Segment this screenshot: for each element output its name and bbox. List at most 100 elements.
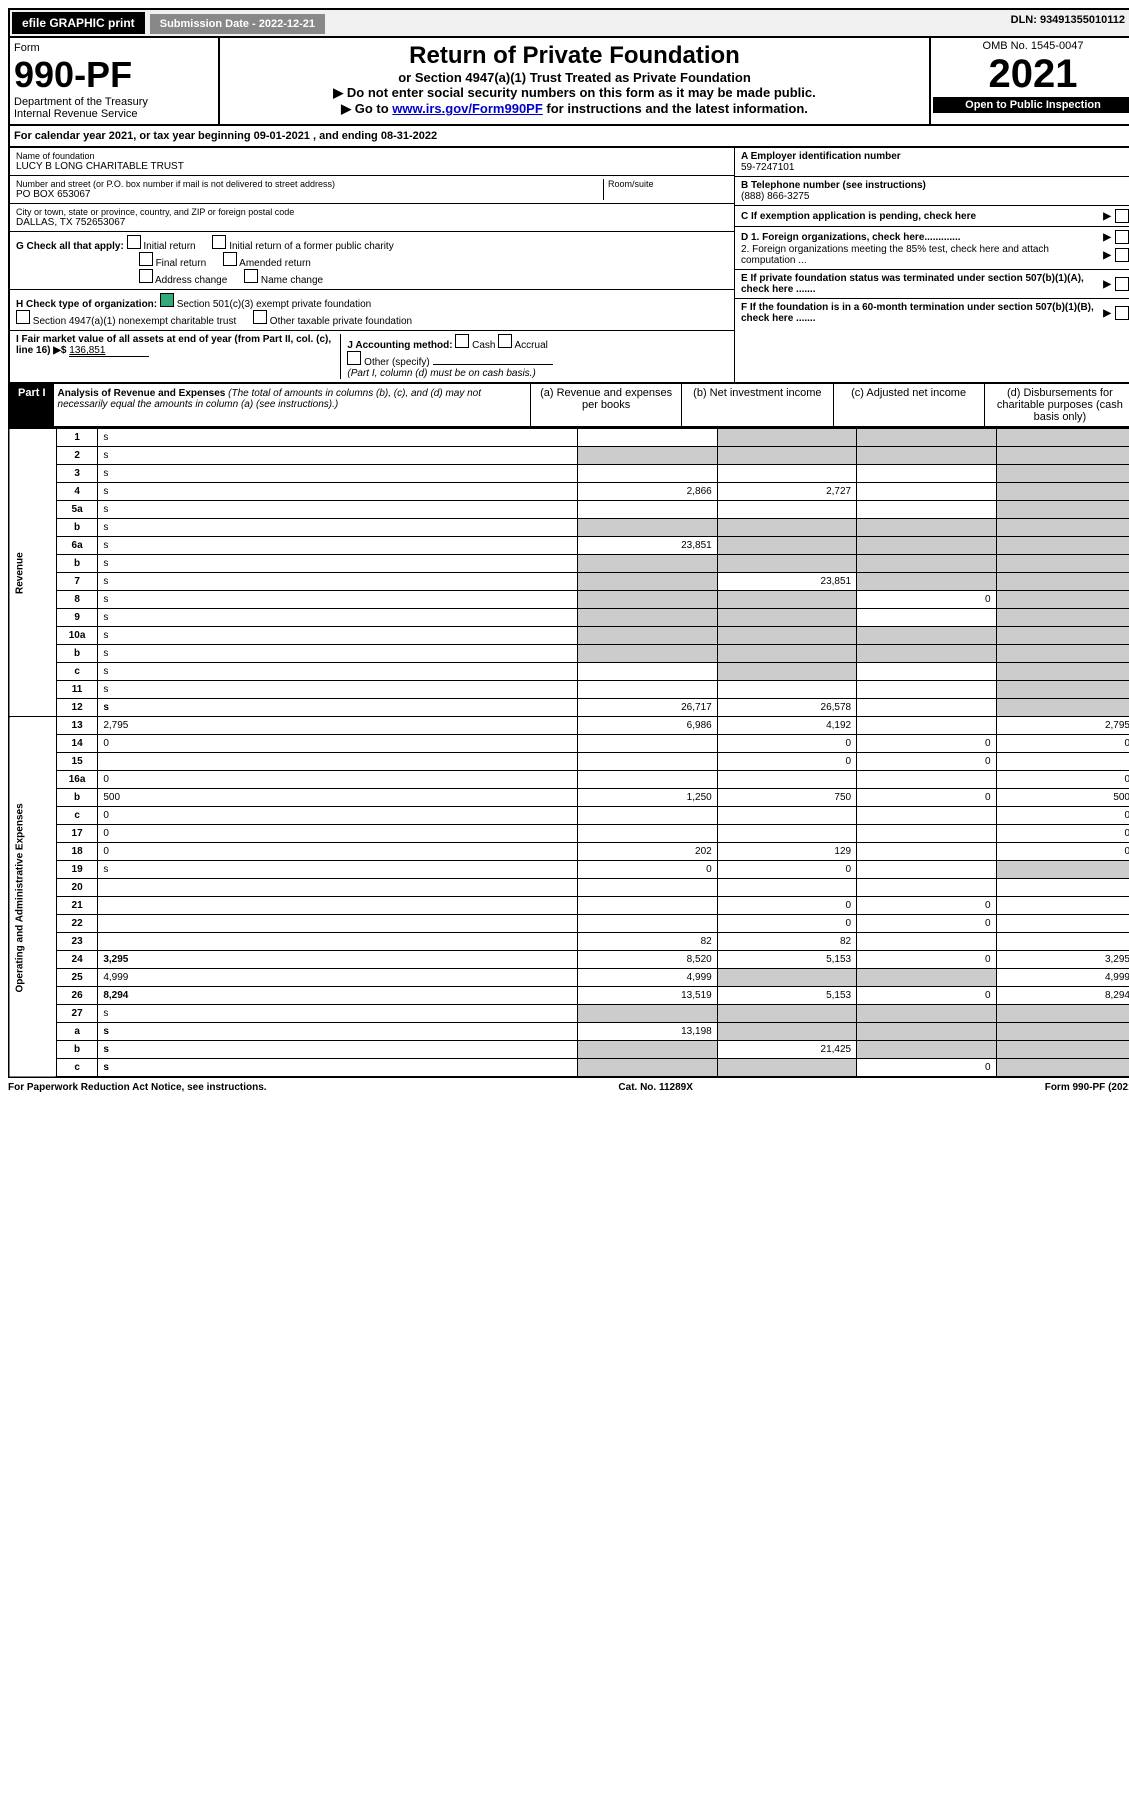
j-other: Other (specify) bbox=[364, 357, 430, 368]
line-number: 5a bbox=[56, 501, 98, 519]
table-row: cs0 bbox=[9, 1059, 1129, 1078]
h-opt-3: Other taxable private foundation bbox=[270, 316, 412, 327]
line-description: s bbox=[98, 519, 578, 537]
line-description: s bbox=[98, 681, 578, 699]
efile-print-button[interactable]: efile GRAPHIC print bbox=[12, 12, 145, 34]
c-label: C If exemption application is pending, c… bbox=[741, 211, 1099, 222]
line-description: 0 bbox=[98, 843, 578, 861]
g-opt-0: Initial return bbox=[143, 241, 195, 252]
h-opt-1: Section 501(c)(3) exempt private foundat… bbox=[177, 299, 372, 310]
cell-c: 0 bbox=[857, 591, 996, 609]
cell-d bbox=[996, 645, 1129, 663]
cell-d: 0 bbox=[996, 843, 1129, 861]
col-a-header: (a) Revenue and expenses per books bbox=[530, 384, 681, 426]
cell-a bbox=[578, 1059, 717, 1078]
line-description: s bbox=[98, 537, 578, 555]
line-number: 17 bbox=[56, 825, 98, 843]
d1-label: D 1. Foreign organizations, check here..… bbox=[741, 232, 1099, 243]
checkbox-f[interactable] bbox=[1115, 306, 1129, 320]
checkbox-e[interactable] bbox=[1115, 277, 1129, 291]
checkbox-c[interactable] bbox=[1115, 209, 1129, 223]
cell-a: 1,250 bbox=[578, 789, 717, 807]
checkbox-other-taxable[interactable] bbox=[253, 310, 267, 324]
checkbox-accrual[interactable] bbox=[498, 334, 512, 348]
cell-d bbox=[996, 501, 1129, 519]
cell-b: 129 bbox=[717, 843, 856, 861]
cell-a bbox=[578, 501, 717, 519]
line-description: s bbox=[98, 699, 578, 717]
cell-b: 750 bbox=[717, 789, 856, 807]
line-number: b bbox=[56, 1041, 98, 1059]
line-description: s bbox=[98, 663, 578, 681]
top-bar: efile GRAPHIC print Submission Date - 20… bbox=[8, 8, 1129, 38]
table-row: 254,9994,9994,999 bbox=[9, 969, 1129, 987]
cell-c bbox=[857, 879, 996, 897]
line-description bbox=[98, 753, 578, 771]
cell-d bbox=[996, 1059, 1129, 1078]
checkbox-d1[interactable] bbox=[1115, 230, 1129, 244]
line-description: s bbox=[98, 1023, 578, 1041]
line-description bbox=[98, 915, 578, 933]
line-number: 1 bbox=[56, 429, 98, 447]
checkbox-cash[interactable] bbox=[455, 334, 469, 348]
cell-c bbox=[857, 627, 996, 645]
g-opt-4: Address change bbox=[155, 275, 227, 286]
cal-mid: , and ending bbox=[310, 130, 381, 142]
checkbox-amended[interactable] bbox=[223, 252, 237, 266]
cell-b bbox=[717, 519, 856, 537]
cell-a bbox=[578, 555, 717, 573]
line-number: 15 bbox=[56, 753, 98, 771]
checkbox-501c3[interactable] bbox=[160, 293, 174, 307]
checkbox-4947[interactable] bbox=[16, 310, 30, 324]
cell-d bbox=[996, 663, 1129, 681]
part1-table: Revenue1s2s3s4s2,8662,7275asbs6as23,851b… bbox=[8, 428, 1129, 1078]
line-number: 22 bbox=[56, 915, 98, 933]
cell-c bbox=[857, 429, 996, 447]
open-public: Open to Public Inspection bbox=[933, 97, 1129, 113]
line-description: s bbox=[98, 447, 578, 465]
checkbox-d2[interactable] bbox=[1115, 248, 1129, 262]
irs-link[interactable]: www.irs.gov/Form990PF bbox=[392, 101, 543, 116]
table-row: bs bbox=[9, 519, 1129, 537]
cell-b bbox=[717, 429, 856, 447]
cell-a: 202 bbox=[578, 843, 717, 861]
cal-pre: For calendar year 2021, or tax year begi… bbox=[14, 130, 254, 142]
cell-c: 0 bbox=[857, 987, 996, 1005]
cell-c bbox=[857, 465, 996, 483]
checkbox-initial-return[interactable] bbox=[127, 235, 141, 249]
line-description: 0 bbox=[98, 825, 578, 843]
checkbox-final-return[interactable] bbox=[139, 252, 153, 266]
table-row: bs bbox=[9, 645, 1129, 663]
line-description: s bbox=[98, 591, 578, 609]
cell-c bbox=[857, 519, 996, 537]
side-label-revenue: Revenue bbox=[9, 429, 56, 717]
cell-b: 82 bbox=[717, 933, 856, 951]
table-row: 2s bbox=[9, 447, 1129, 465]
part1-title-wrap: Analysis of Revenue and Expenses (The to… bbox=[54, 384, 530, 426]
foundation-name: LUCY B LONG CHARITABLE TRUST bbox=[16, 161, 728, 172]
cell-b bbox=[717, 969, 856, 987]
line-description: s bbox=[98, 573, 578, 591]
footer-mid: Cat. No. 11289X bbox=[618, 1082, 692, 1093]
cell-b bbox=[717, 465, 856, 483]
j-cash: Cash bbox=[472, 340, 495, 351]
cell-c bbox=[857, 771, 996, 789]
table-row: 10as bbox=[9, 627, 1129, 645]
cell-a bbox=[578, 825, 717, 843]
cell-d: 0 bbox=[996, 771, 1129, 789]
checkbox-initial-former[interactable] bbox=[212, 235, 226, 249]
cell-a: 0 bbox=[578, 861, 717, 879]
table-row: 2200 bbox=[9, 915, 1129, 933]
j-label: J Accounting method: bbox=[347, 340, 452, 351]
cell-b bbox=[717, 771, 856, 789]
line-description: s bbox=[98, 1005, 578, 1023]
checkbox-other-acct[interactable] bbox=[347, 351, 361, 365]
checkbox-name-change[interactable] bbox=[244, 269, 258, 283]
form-title: Return of Private Foundation bbox=[224, 42, 925, 70]
line-number: c bbox=[56, 1059, 98, 1078]
header-left: Form 990-PF Department of the Treasury I… bbox=[10, 38, 220, 124]
checkbox-address-change[interactable] bbox=[139, 269, 153, 283]
line-description: s bbox=[98, 609, 578, 627]
line-number: 8 bbox=[56, 591, 98, 609]
table-row: 19s00 bbox=[9, 861, 1129, 879]
